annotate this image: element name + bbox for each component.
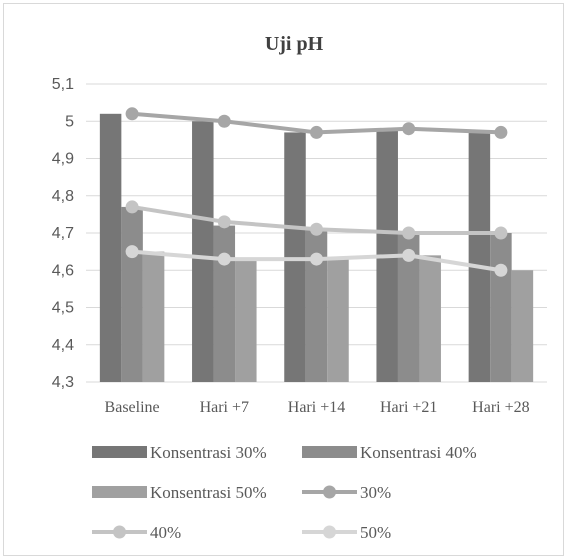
bar-konsentrasi-50-hari-7	[235, 259, 257, 382]
point-40-hari-14	[310, 222, 323, 236]
point-30-hari-28	[494, 125, 508, 139]
point-50-hari-28	[494, 263, 508, 277]
y-tick-label: 4,9	[52, 151, 74, 168]
x-tick-label-hari-7: Hari +7	[200, 399, 249, 416]
point-50-baseline	[125, 245, 139, 259]
bar-konsentrasi-40-baseline	[121, 206, 143, 382]
legend-swatch-konsentrasi-40	[302, 446, 357, 458]
legend-label-50: 50%	[360, 523, 391, 542]
bar-konsentrasi-50-hari-21	[419, 255, 441, 382]
legend-label-konsentrasi-50: Konsentrasi 50%	[150, 483, 267, 502]
point-50-hari-7	[217, 252, 231, 266]
x-tick-label-hari-21: Hari +21	[380, 399, 437, 416]
x-axis-tick-labels: Baseline Hari +7 Hari +14 Hari +21 Hari +28	[105, 399, 530, 416]
legend-label-30: 30%	[360, 483, 391, 502]
bar-konsentrasi-30-baseline	[99, 113, 122, 383]
y-tick-label: 4,8	[52, 188, 74, 205]
legend-label-konsentrasi-40: Konsentrasi 40%	[360, 443, 477, 462]
y-tick-label: 5,1	[52, 76, 74, 93]
point-30-hari-14	[310, 125, 323, 139]
point-40-baseline	[125, 200, 139, 214]
bar-konsentrasi-50-hari-14	[327, 259, 349, 382]
point-30-hari-7	[217, 114, 231, 128]
line-series	[125, 107, 508, 277]
bar-konsentrasi-50-hari-28	[511, 270, 534, 382]
bar-konsentrasi-40-hari-21	[397, 233, 420, 382]
point-40-hari-28	[494, 226, 508, 240]
legend-swatch-marker-30	[323, 485, 336, 499]
bar-konsentrasi-50-baseline	[142, 251, 165, 382]
y-tick-label: 4,6	[52, 262, 74, 279]
point-30-baseline	[125, 107, 139, 121]
y-axis-tick-labels: 4,3 4,4 4,5 4,6 4,7 4,8 4,9 5 5,1	[52, 76, 74, 391]
bar-konsentrasi-30-hari-7	[192, 121, 214, 382]
bar-konsentrasi-40-hari-14	[305, 229, 328, 382]
bar-konsentrasi-40-hari-28	[490, 233, 512, 382]
point-40-hari-7	[217, 215, 231, 229]
bar-konsentrasi-40-hari-7	[213, 225, 236, 382]
y-tick-label: 4,5	[52, 300, 74, 317]
legend-swatch-marker-50	[323, 525, 336, 539]
y-tick-label: 5	[65, 113, 74, 130]
y-tick-label: 4,7	[52, 225, 74, 242]
x-tick-label-baseline: Baseline	[105, 399, 160, 416]
legend-swatch-marker-40	[113, 525, 126, 539]
x-tick-label-hari-28: Hari +28	[472, 399, 529, 416]
point-30-hari-21	[402, 122, 416, 136]
bar-konsentrasi-30-hari-28	[468, 132, 491, 382]
y-tick-label: 4,3	[52, 374, 74, 391]
legend-label-konsentrasi-30: Konsentrasi 30%	[150, 443, 267, 462]
point-40-hari-21	[402, 226, 416, 240]
legend-swatch-konsentrasi-30	[92, 446, 147, 458]
point-50-hari-14	[310, 252, 323, 266]
legend-label-40: 40%	[150, 523, 181, 542]
legend-swatch-konsentrasi-50	[92, 486, 147, 498]
point-50-hari-21	[402, 248, 416, 262]
legend: Konsentrasi 30% Konsentrasi 40% Konsentras…	[92, 443, 477, 542]
bar-series	[99, 113, 534, 383]
y-tick-label: 4,4	[52, 337, 74, 354]
chart-title: Uji pH	[265, 33, 324, 55]
x-tick-label-hari-14: Hari +14	[288, 399, 345, 416]
